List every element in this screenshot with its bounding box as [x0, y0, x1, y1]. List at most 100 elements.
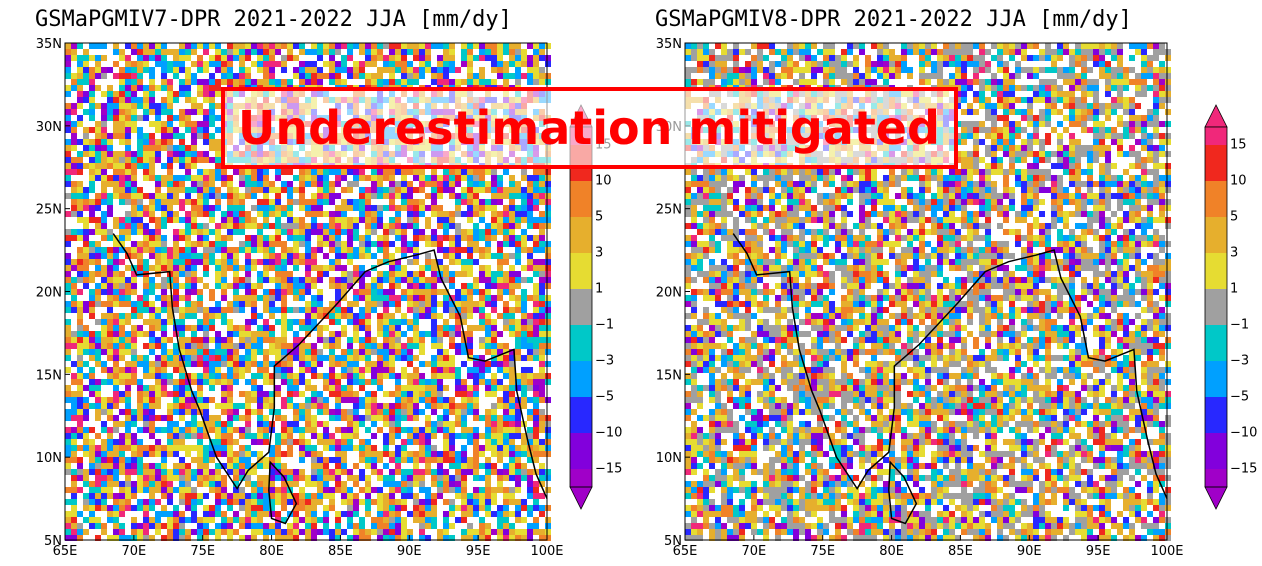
map-pixel [485, 343, 491, 349]
map-pixel [401, 451, 407, 457]
map-pixel [155, 157, 161, 163]
map-pixel [365, 235, 371, 241]
map-pixel [281, 499, 287, 505]
map-pixel [251, 223, 257, 229]
map-pixel [509, 463, 515, 469]
map-pixel [209, 241, 215, 247]
map-pixel [491, 391, 497, 397]
map-pixel [353, 265, 359, 271]
map-pixel [149, 91, 155, 97]
map-pixel [233, 229, 239, 235]
map-pixel [287, 307, 293, 313]
map-pixel [119, 511, 125, 517]
map-pixel [149, 337, 155, 343]
map-pixel [491, 445, 497, 451]
map-pixel [137, 487, 143, 493]
map-pixel [293, 241, 299, 247]
map-pixel [311, 349, 317, 355]
map-pixel [239, 403, 245, 409]
map-pixel [197, 355, 203, 361]
map-pixel [431, 331, 437, 337]
map-pixel [437, 367, 443, 373]
map-pixel [509, 241, 515, 247]
map-pixel [251, 217, 257, 223]
map-pixel [407, 439, 413, 445]
map-pixel [185, 97, 191, 103]
map-pixel [221, 373, 227, 379]
map-pixel [527, 187, 533, 193]
map-pixel [389, 391, 395, 397]
map-pixel [407, 343, 413, 349]
map-pixel [119, 487, 125, 493]
map-pixel [191, 121, 197, 127]
map-pixel [443, 433, 449, 439]
map-pixel [455, 199, 461, 205]
map-pixel [395, 217, 401, 223]
map-pixel [431, 481, 437, 487]
map-pixel [467, 505, 473, 511]
map-pixel [197, 307, 203, 313]
map-pixel [491, 199, 497, 205]
map-pixel [203, 67, 209, 73]
map-pixel [467, 463, 473, 469]
map-pixel [323, 241, 329, 247]
map-pixel [239, 277, 245, 283]
map-pixel [119, 217, 125, 223]
map-pixel [89, 55, 95, 61]
map-pixel [467, 175, 473, 181]
map-pixel [521, 73, 527, 79]
map-pixel [215, 163, 221, 169]
map-pixel [419, 379, 425, 385]
map-pixel [263, 361, 269, 367]
map-pixel [413, 175, 419, 181]
map-pixel [65, 271, 71, 277]
map-pixel [419, 391, 425, 397]
map-pixel [119, 73, 125, 79]
map-pixel [185, 433, 191, 439]
map-pixel [65, 355, 71, 361]
map-pixel [233, 499, 239, 505]
map-pixel [65, 265, 71, 271]
map-pixel [455, 433, 461, 439]
map-pixel [209, 481, 215, 487]
map-pixel [455, 385, 461, 391]
map-pixel [527, 175, 533, 181]
map-pixel [383, 205, 389, 211]
map-pixel [305, 325, 311, 331]
map-pixel [533, 265, 539, 271]
map-pixel [179, 109, 185, 115]
map-pixel [329, 55, 335, 61]
map-pixel [233, 217, 239, 223]
map-pixel [365, 325, 371, 331]
map-pixel [299, 409, 305, 415]
map-pixel [71, 433, 77, 439]
map-pixel [383, 481, 389, 487]
map-pixel [149, 343, 155, 349]
map-pixel [257, 427, 263, 433]
map-pixel [275, 457, 281, 463]
map-pixel [293, 439, 299, 445]
map-pixel [353, 295, 359, 301]
map-pixel [179, 151, 185, 157]
map-pixel [515, 343, 521, 349]
map-pixel [329, 217, 335, 223]
map-pixel [521, 499, 527, 505]
map-pixel [485, 55, 491, 61]
map-pixel [239, 337, 245, 343]
map-pixel [539, 355, 545, 361]
map-pixel [77, 151, 83, 157]
map-pixel [539, 325, 545, 331]
map-pixel [83, 331, 89, 337]
map-pixel [71, 121, 77, 127]
map-pixel [473, 391, 479, 397]
map-pixel [413, 199, 419, 205]
map-pixel [401, 475, 407, 481]
map-pixel [503, 67, 509, 73]
map-pixel [281, 301, 287, 307]
map-pixel [293, 283, 299, 289]
map-pixel [503, 319, 509, 325]
map-pixel [275, 475, 281, 481]
map-pixel [245, 265, 251, 271]
map-pixel [221, 361, 227, 367]
map-pixel [227, 409, 233, 415]
